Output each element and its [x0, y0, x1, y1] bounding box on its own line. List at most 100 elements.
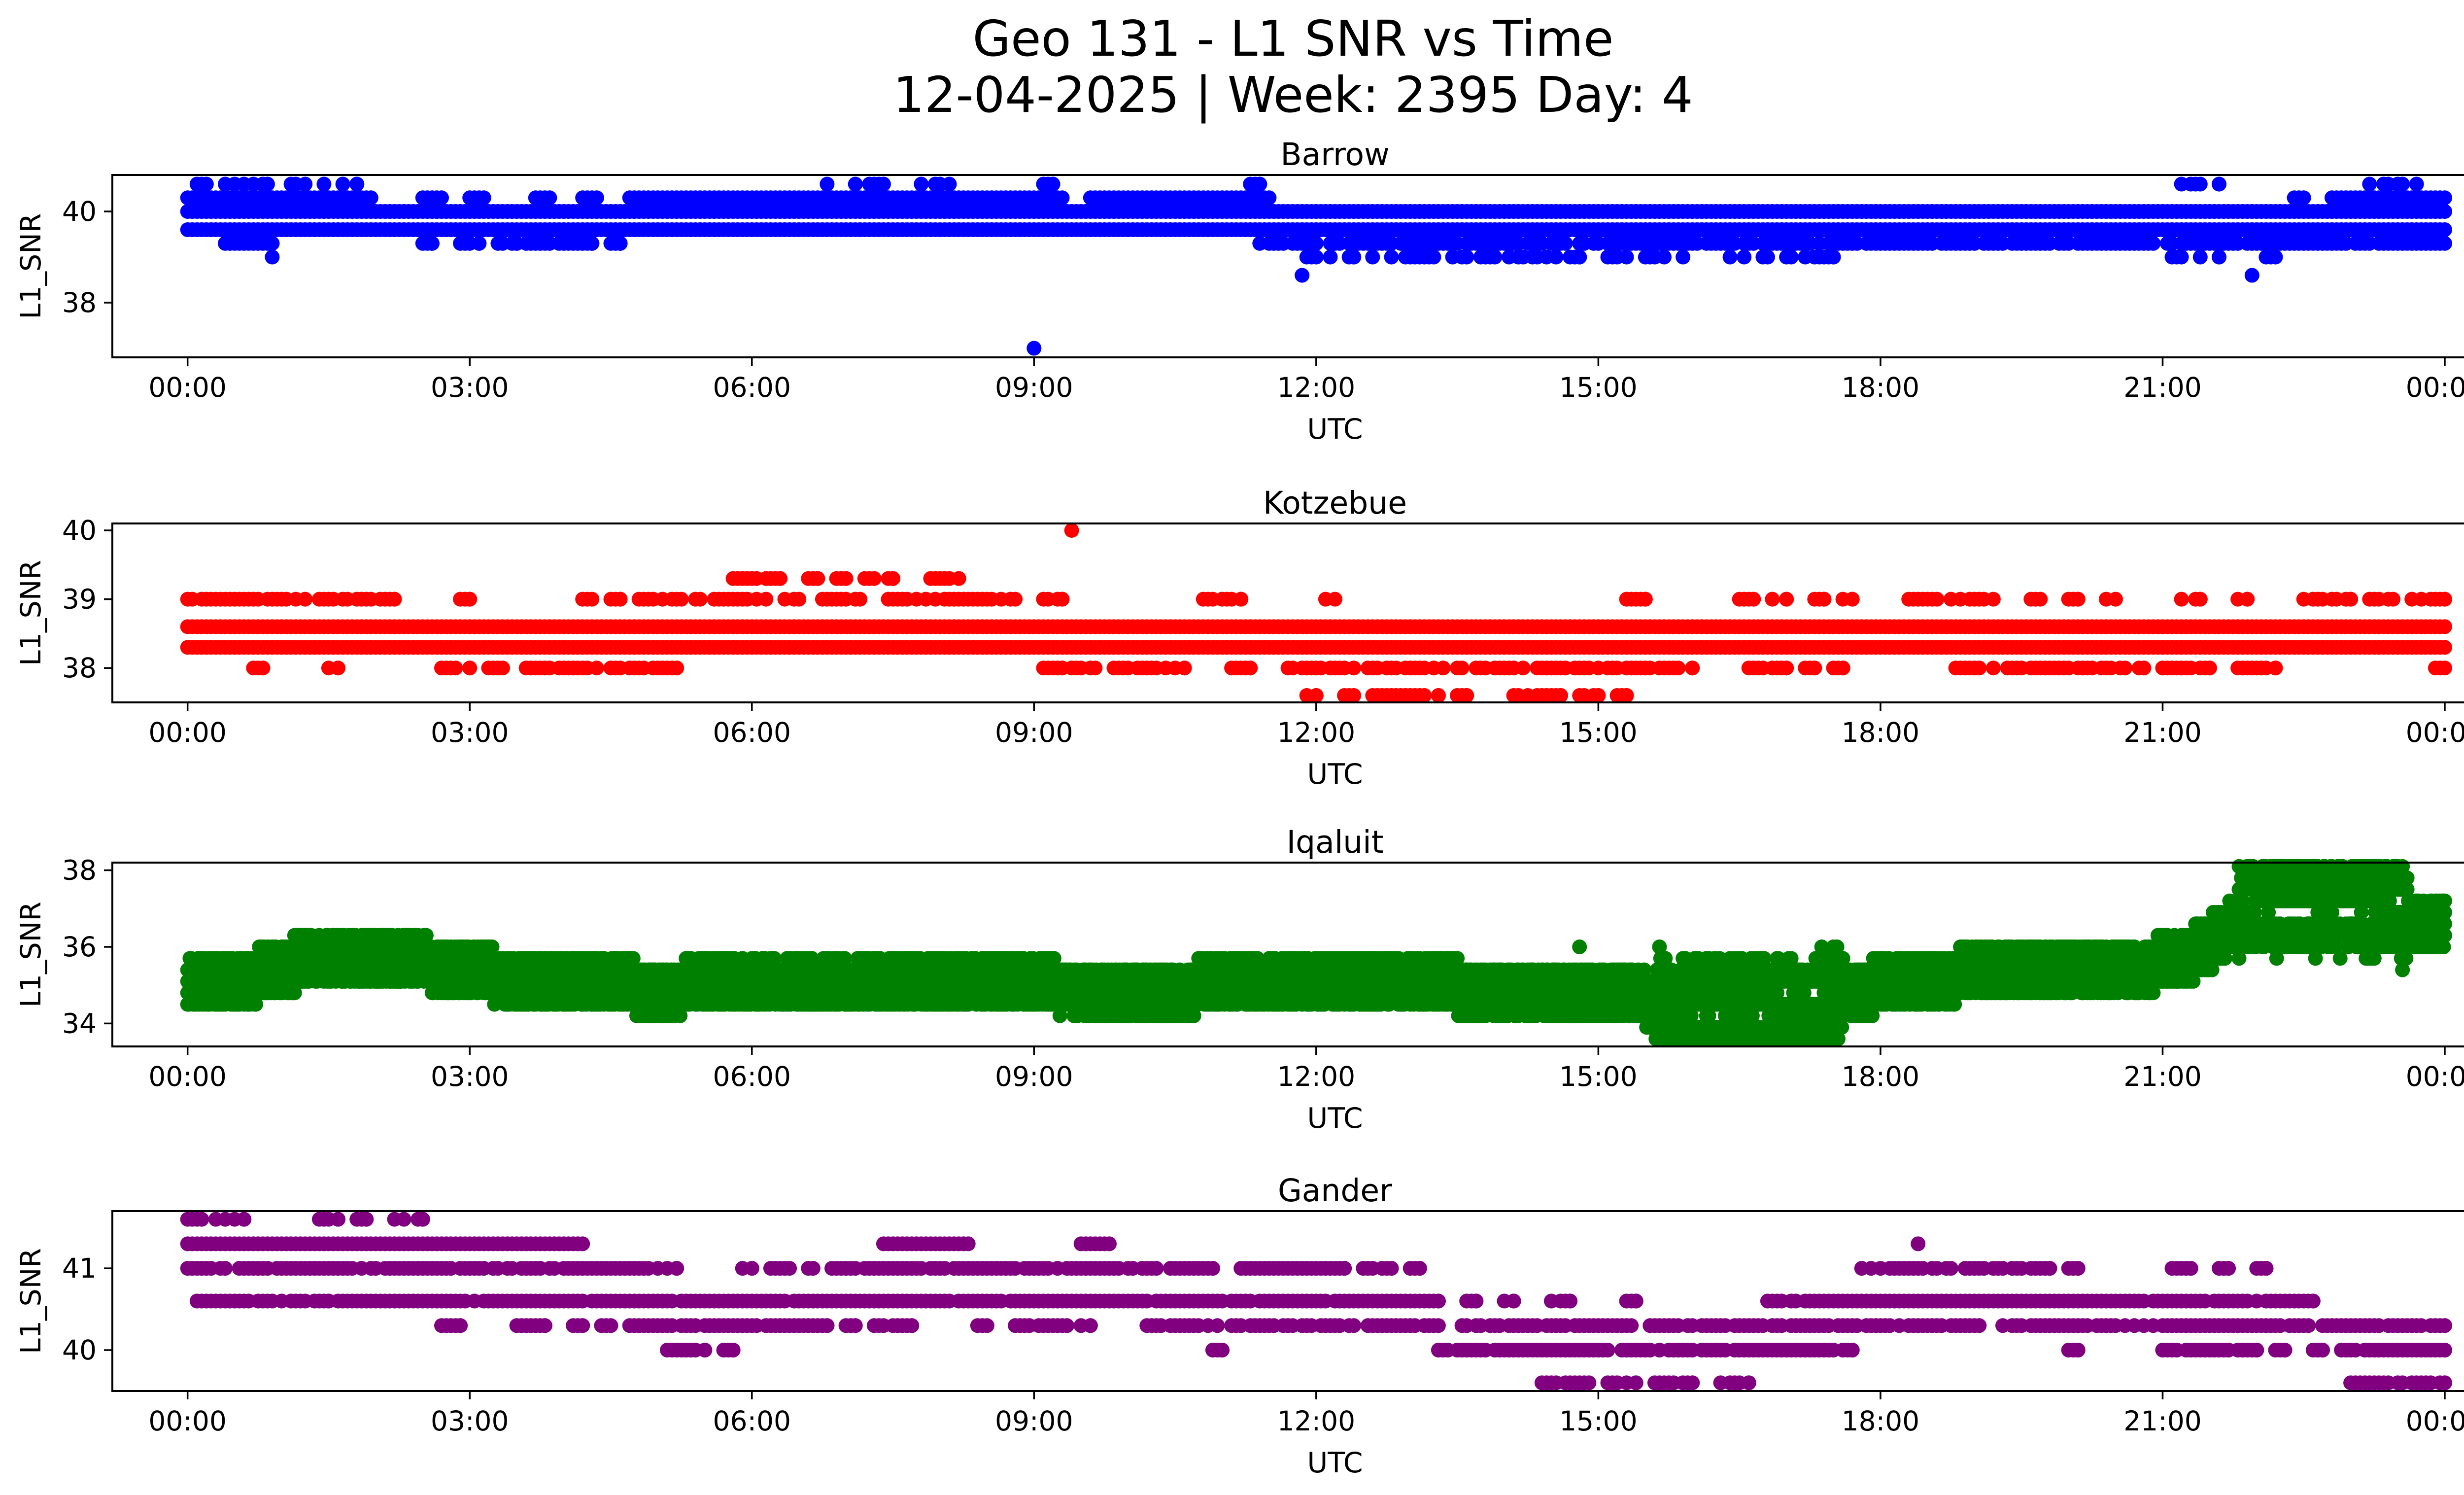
data-point	[2192, 249, 2208, 265]
data-point	[791, 591, 807, 607]
data-point	[2395, 176, 2410, 192]
x-tick-label: 18:00	[1842, 717, 1920, 748]
barrow-title: Barrow	[1280, 137, 1389, 173]
data-point	[1845, 591, 1860, 607]
x-tick-label: 00:00	[2406, 717, 2464, 748]
data-point	[2362, 176, 2377, 192]
data-point	[387, 591, 402, 607]
x-tick-label: 21:00	[2123, 372, 2202, 403]
data-point	[2437, 222, 2452, 237]
data-point	[2136, 661, 2152, 676]
data-point	[2192, 591, 2208, 607]
data-point	[866, 571, 882, 586]
data-point	[773, 571, 787, 586]
figure-title-line1: Geo 131 - L1 SNR vs Time	[973, 10, 1614, 68]
data-point	[674, 591, 689, 607]
data-point	[1722, 249, 1738, 265]
data-point	[1459, 249, 1474, 265]
data-point	[1487, 249, 1503, 265]
data-point	[589, 661, 604, 676]
data-point	[1088, 661, 1103, 676]
data-point	[1765, 591, 1780, 607]
data-point	[495, 661, 510, 676]
data-point	[462, 661, 478, 676]
data-point	[758, 591, 774, 607]
data-point	[1328, 591, 1342, 607]
barrow-x-axis-label: UTC	[1307, 413, 1363, 446]
data-point	[1008, 591, 1023, 607]
data-point	[1783, 249, 1799, 265]
data-point	[1308, 249, 1324, 265]
data-point	[1671, 661, 1686, 676]
x-tick-label: 09:00	[995, 717, 1073, 748]
x-tick-label: 15:00	[1559, 372, 1638, 403]
data-point	[1835, 661, 1850, 676]
data-point	[1346, 688, 1362, 703]
data-point	[1638, 591, 1653, 607]
y-tick-label: 38	[62, 287, 97, 318]
data-point	[349, 176, 365, 192]
data-point	[2174, 591, 2189, 607]
data-point	[1365, 249, 1380, 265]
data-point	[2244, 268, 2259, 283]
kotzebue-points	[180, 523, 2452, 703]
data-point	[265, 236, 280, 251]
x-tick-label: 21:00	[2123, 717, 2202, 748]
x-tick-label: 00:00	[148, 372, 227, 403]
y-tick-label: 40	[62, 196, 97, 227]
data-point	[2212, 249, 2226, 265]
data-point	[1929, 591, 1945, 607]
data-point	[2409, 176, 2424, 192]
barrow-y-axis-label: L1_SNR	[15, 213, 47, 319]
data-point	[363, 190, 378, 206]
data-point	[462, 591, 478, 607]
data-point	[1548, 249, 1564, 265]
data-point	[838, 571, 854, 586]
data-point	[2070, 591, 2086, 607]
data-point	[1985, 661, 2001, 676]
data-point	[820, 176, 835, 192]
data-point	[1384, 249, 1399, 265]
data-point	[2437, 640, 2452, 655]
data-point	[853, 591, 868, 607]
data-point	[316, 176, 332, 192]
data-point	[914, 176, 929, 192]
iqaluit-title: Iqaluit	[1287, 824, 1384, 860]
data-point	[1243, 661, 1258, 676]
data-point	[1426, 249, 1441, 265]
data-point	[1177, 661, 1192, 676]
data-point	[1323, 249, 1338, 265]
data-point	[1346, 249, 1362, 265]
data-point	[2146, 236, 2161, 251]
data-point	[1064, 523, 1079, 538]
x-tick-label: 09:00	[995, 372, 1073, 403]
x-tick-label: 12:00	[1277, 717, 1356, 748]
barrow-axes-frame	[111, 174, 2464, 358]
data-point	[1807, 661, 1822, 676]
data-point	[2240, 591, 2255, 607]
data-point	[1233, 591, 1249, 607]
data-point	[2192, 176, 2208, 192]
data-point	[1676, 249, 1691, 265]
data-point	[2343, 591, 2359, 607]
data-point	[1436, 661, 1451, 676]
x-tick-label: 03:00	[431, 717, 509, 748]
data-point	[2437, 661, 2452, 676]
data-point	[1779, 591, 1794, 607]
data-point	[2118, 661, 2133, 676]
data-point	[1515, 661, 1531, 676]
data-point	[1572, 249, 1587, 265]
kotzebue-title: Kotzebue	[1263, 485, 1407, 521]
data-point	[2202, 661, 2217, 676]
data-point	[1591, 688, 1606, 703]
data-point	[260, 176, 275, 192]
data-point	[1657, 249, 1672, 265]
data-point	[424, 236, 440, 251]
data-point	[1417, 688, 1432, 703]
data-point	[199, 176, 214, 192]
data-point	[2296, 190, 2311, 206]
kotzebue-y-axis-label: L1_SNR	[15, 560, 47, 666]
data-point	[584, 591, 600, 607]
data-point	[2437, 190, 2452, 206]
